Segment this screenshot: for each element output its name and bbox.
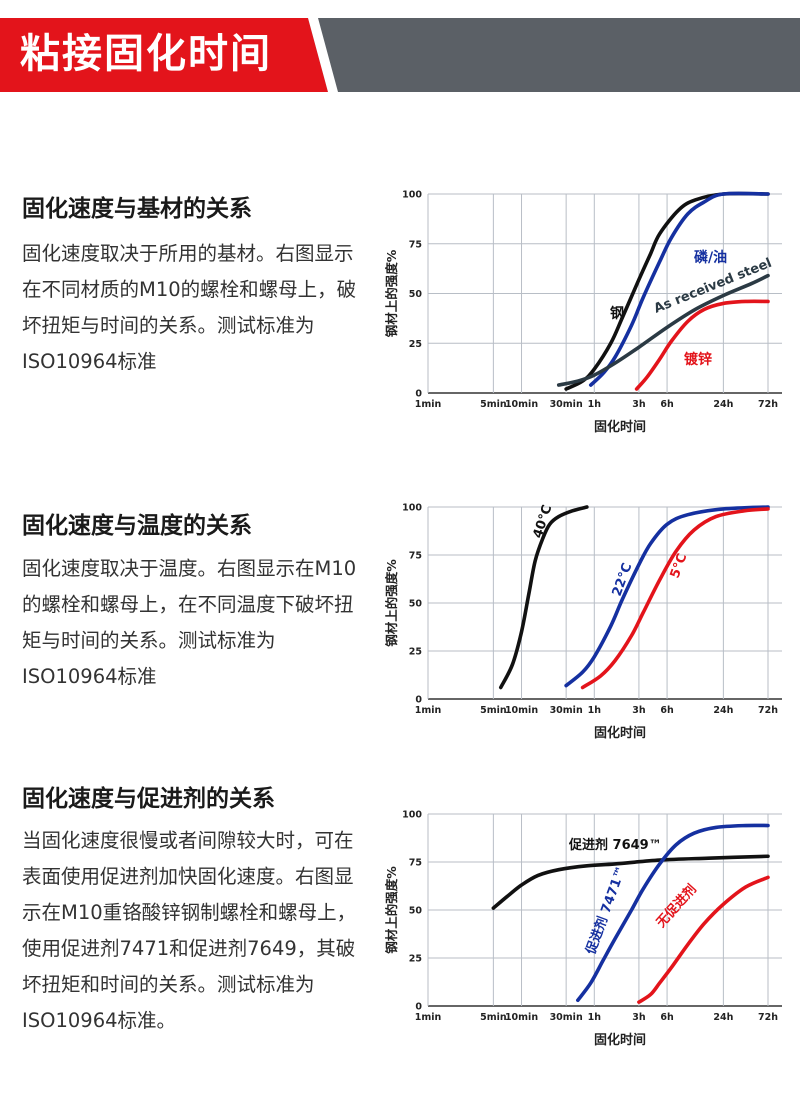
x-tick-label: 72h: [758, 1012, 778, 1023]
y-tick-label: 100: [402, 190, 422, 201]
x-tick-label: 10min: [505, 1012, 538, 1023]
section-body: 固化速度取决于所用的基材。右图显示在不同材质的M10的螺栓和螺母上，破坏扭矩与时…: [22, 242, 357, 373]
x-tick-label: 10min: [505, 399, 538, 410]
chart-substrate: 0 25 50 75 100 1min 5min 10min 30min 1h 3h 6h 24h 72h…: [372, 180, 792, 454]
x-tick-label: 72h: [758, 399, 778, 410]
y-tick-label: 75: [409, 239, 422, 250]
section-heading: 固化速度与温度的关系: [22, 513, 252, 539]
y-tick-label: 75: [409, 858, 422, 869]
series-label: 促进剂 7649™: [568, 837, 662, 853]
y-tick-label: 75: [409, 551, 422, 562]
series-line: [564, 191, 770, 391]
y-tick-label: 100: [402, 503, 422, 514]
x-tick-label: 6h: [660, 399, 674, 410]
series-line: [564, 505, 770, 688]
x-tick-label: 1h: [588, 1012, 602, 1023]
x-tick-label: 1h: [588, 399, 602, 410]
x-tick-label: 1min: [415, 705, 442, 716]
x-tick-label: 1h: [588, 705, 602, 716]
y-axis-title: 钢材上的强度%: [384, 559, 399, 647]
page-title: 粘接固化时间: [20, 31, 272, 77]
x-tick-label: 6h: [660, 1012, 674, 1023]
x-axis-title: 固化时间: [594, 419, 646, 435]
y-tick-label: 0: [415, 695, 422, 706]
series-label: 钢: [610, 305, 624, 322]
x-axis-title: 固化时间: [594, 1032, 646, 1048]
section-body: 固化速度取决于温度。右图显示在M10的螺栓和螺母上，在不同温度下破坏扭矩与时间的…: [22, 557, 357, 688]
chart-temperature: 0 25 50 75 100 1min 5min 10min 30min 1h 3h 6h 24h 72h…: [372, 493, 792, 767]
section-heading: 固化速度与基材的关系: [22, 196, 252, 222]
x-tick-label: 30min: [550, 399, 583, 410]
x-tick-label: 30min: [550, 1012, 583, 1023]
x-tick-label: 1min: [415, 399, 442, 410]
series-line: [634, 299, 770, 391]
series-label: 促进剂 7471™: [582, 864, 629, 958]
title-banner: 粘接固化时间: [0, 18, 800, 92]
x-tick-label: 24h: [713, 399, 733, 410]
series-line: [588, 191, 770, 387]
x-tick-label: 6h: [660, 705, 674, 716]
y-tick-label: 25: [409, 647, 422, 658]
x-tick-label: 10min: [505, 705, 538, 716]
x-tick-label: 72h: [758, 705, 778, 716]
y-tick-label: 25: [409, 339, 422, 350]
x-tick-label: 3h: [632, 705, 646, 716]
x-tick-label: 24h: [713, 1012, 733, 1023]
section-body: 当固化速度很慢或者间隙较大时，可在表面使用促进剂加快固化速度。右图显示在M10重…: [22, 829, 357, 1032]
y-tick-label: 0: [415, 1002, 422, 1013]
y-tick-label: 0: [415, 389, 422, 400]
x-tick-label: 5min: [480, 399, 507, 410]
series-line: [637, 875, 770, 1004]
series-line: [580, 507, 770, 690]
x-tick-label: 1min: [415, 1012, 442, 1023]
y-axis-title: 钢材上的强度%: [384, 866, 399, 954]
y-tick-label: 50: [409, 599, 423, 610]
series-label: 镀锌: [684, 351, 712, 368]
series-line: [576, 823, 770, 1003]
y-tick-label: 100: [402, 810, 422, 821]
x-tick-label: 5min: [480, 705, 507, 716]
series-line: [498, 505, 589, 690]
section-heading: 固化速度与促进剂的关系: [22, 786, 275, 812]
x-tick-label: 30min: [550, 705, 583, 716]
chart-activator: 0 25 50 75 100 1min 5min 10min 30min 1h 3h 6h 24h 72h…: [372, 800, 792, 1074]
series-label: 无促进剂: [652, 881, 699, 931]
y-axis-title: 钢材上的强度%: [384, 249, 399, 337]
x-tick-label: 3h: [632, 399, 646, 410]
series-line: [491, 854, 770, 910]
x-tick-label: 3h: [632, 1012, 646, 1023]
x-axis-title: 固化时间: [594, 725, 646, 741]
y-tick-label: 50: [409, 289, 423, 300]
x-tick-label: 24h: [713, 705, 733, 716]
x-tick-label: 5min: [480, 1012, 507, 1023]
series-label: 磷/油: [694, 249, 727, 266]
series-line: [556, 273, 770, 387]
y-tick-label: 50: [409, 906, 423, 917]
y-tick-label: 25: [409, 954, 422, 965]
banner-shape: [0, 18, 800, 92]
